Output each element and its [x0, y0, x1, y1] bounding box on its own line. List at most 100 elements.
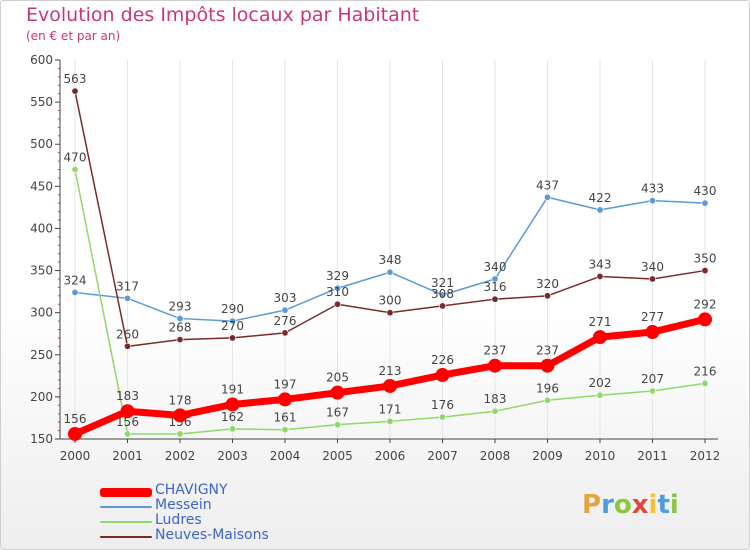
data-label-messein-2002: 293 [169, 300, 192, 314]
x-tick-label-2006: 2006 [375, 449, 406, 463]
point-messein-2007 [438, 291, 446, 299]
data-label-neuves-maisons-2008: 316 [484, 280, 507, 294]
point-chavigny-2000 [68, 426, 82, 441]
logo-letter: r [601, 490, 614, 520]
point-ludres-2002 [176, 430, 184, 438]
data-label-messein-2005: 329 [326, 269, 349, 283]
legend-item-messein: Messein [100, 497, 350, 514]
data-label-chavigny-2003: 191 [221, 382, 244, 396]
data-label-chavigny-2007: 226 [431, 353, 454, 367]
point-chavigny-2009 [540, 358, 555, 373]
logo-letter: o [613, 490, 632, 520]
data-label-chavigny-2011: 277 [641, 310, 664, 324]
data-label-neuves-maisons-2009: 320 [536, 277, 559, 291]
point-chavigny-2008 [488, 358, 502, 373]
x-tick-label-2004: 2004 [270, 449, 301, 463]
point-chavigny-2007 [435, 367, 450, 382]
y-tick-label-550: 550 [30, 95, 53, 109]
data-label-ludres-2000: 470 [64, 150, 87, 164]
point-chavigny-2005 [330, 385, 345, 400]
data-label-chavigny-2010: 271 [589, 315, 612, 329]
legend-item-neuves-maisons: Neuves-Maisons [100, 527, 350, 544]
data-label-neuves-maisons-2010: 343 [589, 257, 612, 271]
point-chavigny-2002 [173, 408, 187, 423]
point-chavigny-2004 [278, 392, 292, 407]
point-messein-2002 [176, 315, 184, 323]
data-label-messein-2009: 437 [536, 178, 559, 192]
y-tick-label-250: 250 [30, 348, 53, 362]
point-ludres-2012 [701, 379, 709, 387]
data-label-neuves-maisons-2004: 276 [274, 314, 297, 328]
point-messein-2012 [701, 199, 709, 207]
x-tick-label-2007: 2007 [427, 449, 458, 463]
data-label-ludres-2011: 207 [641, 372, 664, 386]
point-chavigny-2001 [120, 404, 135, 419]
data-label-chavigny-2006: 213 [379, 364, 402, 378]
point-ludres-2006 [386, 417, 394, 425]
point-neuves-maisons-2001 [124, 342, 132, 350]
data-label-messein-2000: 324 [64, 273, 87, 287]
data-label-ludres-2007: 176 [431, 398, 454, 412]
data-label-neuves-maisons-2006: 300 [379, 294, 402, 308]
proxiti-logo: Proxiti [582, 490, 679, 520]
x-tick-label-2010: 2010 [585, 449, 616, 463]
data-label-neuves-maisons-2001: 260 [116, 327, 139, 341]
data-label-messein-2007: 321 [431, 276, 454, 290]
data-label-chavigny-2012: 292 [694, 297, 717, 311]
y-tick-label-150: 150 [30, 432, 53, 446]
x-tick-label-2005: 2005 [322, 449, 353, 463]
point-messein-2010 [596, 206, 604, 214]
y-tick-label-450: 450 [30, 179, 53, 193]
point-messein-2000 [71, 288, 79, 296]
data-label-ludres-2012: 216 [694, 364, 717, 378]
data-label-messein-2012: 430 [694, 184, 717, 198]
point-chavigny-2011 [645, 325, 660, 340]
data-label-neuves-maisons-2011: 340 [641, 260, 664, 274]
data-label-chavigny-2009: 237 [536, 344, 559, 358]
point-ludres-2011 [648, 387, 656, 395]
data-label-neuves-maisons-2000: 563 [64, 72, 87, 86]
x-tick-label-2003: 2003 [217, 449, 248, 463]
point-neuves-maisons-2008 [491, 295, 499, 303]
data-label-chavigny-2000: 156 [64, 412, 87, 426]
x-tick-label-2009: 2009 [532, 449, 563, 463]
data-label-ludres-2005: 167 [326, 406, 349, 420]
point-ludres-2009 [543, 396, 551, 404]
x-tick-label-2001: 2001 [112, 449, 143, 463]
point-ludres-2010 [596, 391, 604, 399]
legend-label-neuves-maisons: Neuves-Maisons [155, 527, 269, 543]
logo-letter: x [631, 490, 649, 520]
point-ludres-2003 [229, 425, 237, 433]
legend-swatch-messein [100, 506, 152, 508]
point-neuves-maisons-2012 [701, 267, 709, 275]
data-label-ludres-2004: 161 [274, 411, 297, 425]
point-neuves-maisons-2006 [386, 309, 394, 317]
point-messein-2003 [229, 317, 237, 325]
x-tick-label-2002: 2002 [165, 449, 196, 463]
y-tick-label-500: 500 [30, 137, 53, 151]
point-neuves-maisons-2000 [71, 87, 79, 95]
point-neuves-maisons-2010 [596, 272, 604, 280]
point-neuves-maisons-2003 [229, 334, 237, 342]
legend-label-messein: Messein [155, 497, 212, 513]
logo-letter: P [582, 490, 602, 520]
legend-item-chavigny: CHAVIGNY [100, 482, 350, 499]
point-chavigny-2010 [593, 330, 607, 345]
point-messein-2011 [648, 197, 656, 205]
point-messein-2009 [543, 193, 551, 201]
legend-swatch-ludres [100, 521, 152, 523]
legend-label-ludres: Ludres [155, 512, 202, 528]
y-tick-label-600: 600 [30, 53, 53, 67]
data-label-ludres-2008: 183 [484, 392, 507, 406]
point-messein-2001 [124, 294, 132, 302]
data-label-messein-2011: 433 [641, 182, 664, 196]
point-neuves-maisons-2007 [438, 302, 446, 310]
data-label-messein-2001: 317 [116, 279, 139, 293]
point-messein-2006 [386, 268, 394, 276]
data-label-neuves-maisons-2007: 308 [431, 287, 454, 301]
y-tick-label-300: 300 [30, 306, 53, 320]
point-neuves-maisons-2002 [176, 336, 184, 344]
data-label-chavigny-2005: 205 [326, 371, 349, 385]
